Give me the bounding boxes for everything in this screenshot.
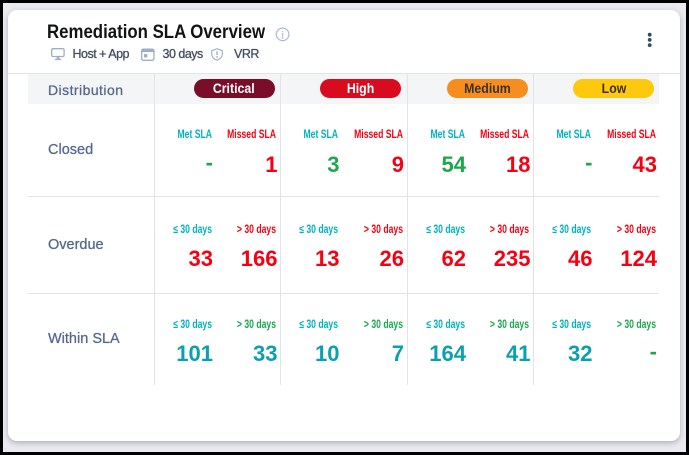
svg-text:i: i xyxy=(281,27,285,41)
